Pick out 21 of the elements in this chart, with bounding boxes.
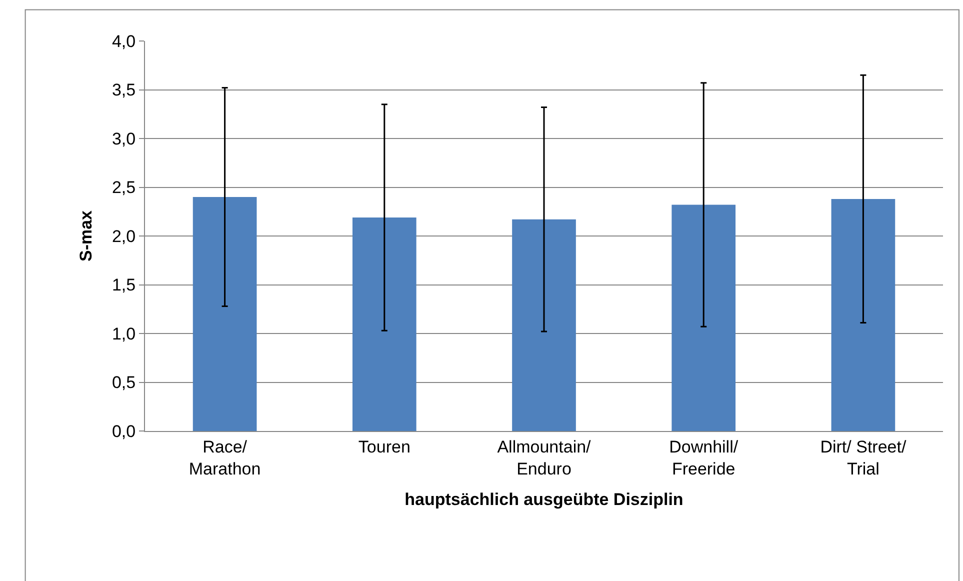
bar bbox=[352, 217, 416, 431]
y-tick-label: 1,5 bbox=[112, 276, 136, 295]
x-tick-label: Downhill/ Freeride bbox=[669, 437, 738, 478]
y-tick-label: 2,0 bbox=[112, 226, 136, 246]
y-tick-label: 2,5 bbox=[112, 178, 136, 198]
y-tick-label: 1,0 bbox=[112, 324, 136, 344]
x-tick-label: Dirt/ Street/ Trial bbox=[820, 437, 906, 478]
y-tick-label: 0,5 bbox=[112, 373, 136, 392]
y-tick-label: 3,5 bbox=[112, 80, 136, 100]
bar bbox=[512, 219, 576, 431]
bar bbox=[672, 204, 736, 431]
y-tick-label: 3,0 bbox=[112, 129, 136, 148]
bar bbox=[831, 198, 896, 431]
x-tick-label: Touren bbox=[358, 437, 410, 456]
y-tick-label: 0,0 bbox=[112, 422, 136, 441]
y-axis-title: S-max bbox=[76, 210, 96, 262]
bar bbox=[192, 197, 257, 431]
y-tick-label: 4,0 bbox=[112, 32, 136, 51]
x-tick-label: Allmountain/ Enduro bbox=[497, 437, 592, 478]
x-tick-label: Race/ Marathon bbox=[188, 437, 261, 478]
x-axis-title: hauptsächlich ausgeübte Disziplin bbox=[404, 490, 684, 509]
